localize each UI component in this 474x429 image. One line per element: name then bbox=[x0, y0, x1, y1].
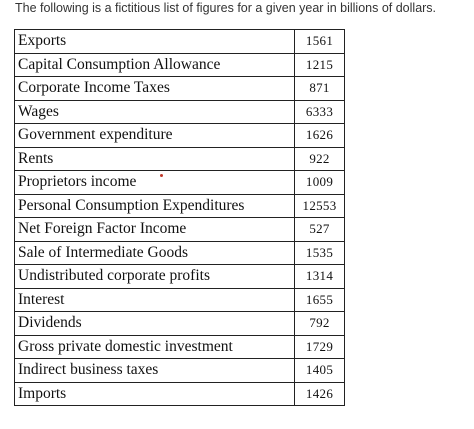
table-row: Proprietors income 1009 bbox=[13, 170, 345, 195]
caption-text: The following is a fictitious list of fi… bbox=[15, 1, 437, 15]
row-label: Capital Consumption Allowance bbox=[13, 52, 296, 77]
figures-table: Exports 1561 Capital Consumption Allowance… bbox=[13, 29, 345, 406]
row-value: 12553 bbox=[294, 193, 345, 218]
table-row: Government expenditure 1626 bbox=[13, 123, 345, 148]
row-label: Undistributed corporate profits bbox=[13, 264, 296, 289]
row-value: 1535 bbox=[294, 240, 345, 265]
row-label: Wages bbox=[13, 99, 296, 124]
row-value: 1729 bbox=[294, 334, 345, 359]
row-value: 792 bbox=[294, 311, 345, 336]
row-label: Personal Consumption Expenditures bbox=[13, 193, 296, 218]
row-label: Proprietors income bbox=[13, 170, 296, 195]
table-row: Rents 922 bbox=[13, 146, 345, 171]
row-label: Indirect business taxes bbox=[13, 358, 296, 383]
row-value: 6333 bbox=[294, 99, 345, 124]
row-label: Dividends bbox=[13, 311, 296, 336]
row-value: 1655 bbox=[294, 287, 345, 312]
table-row: Sale of Intermediate Goods 1535 bbox=[13, 240, 345, 265]
row-label: Corporate Income Taxes bbox=[13, 76, 296, 101]
row-value: 1215 bbox=[294, 52, 345, 77]
table-row: Dividends 792 bbox=[13, 311, 345, 336]
table-row: Personal Consumption Expenditures 12553 bbox=[13, 193, 345, 218]
row-label: Imports bbox=[13, 381, 296, 406]
table-row: Interest 1655 bbox=[13, 287, 345, 312]
stray-red-mark bbox=[160, 174, 163, 177]
row-label: Sale of Intermediate Goods bbox=[13, 240, 296, 265]
row-value: 1626 bbox=[294, 123, 345, 148]
row-value: 922 bbox=[294, 146, 345, 171]
row-label: Exports bbox=[13, 29, 296, 54]
table-row: Net Foreign Factor Income 527 bbox=[13, 217, 345, 242]
figures-table-body: Exports 1561 Capital Consumption Allowance… bbox=[13, 29, 345, 406]
row-value: 527 bbox=[294, 217, 345, 242]
row-label: Rents bbox=[13, 146, 296, 171]
row-label: Interest bbox=[13, 287, 296, 312]
row-value: 1426 bbox=[294, 381, 345, 406]
table-row: Gross private domestic investment 1729 bbox=[13, 334, 345, 359]
table-row: Undistributed corporate profits 1314 bbox=[13, 264, 345, 289]
table-row: Imports 1426 bbox=[13, 381, 345, 406]
row-value: 871 bbox=[294, 76, 345, 101]
row-value: 1561 bbox=[294, 29, 345, 54]
row-label: Government expenditure bbox=[13, 123, 296, 148]
row-value: 1009 bbox=[294, 170, 345, 195]
row-label: Net Foreign Factor Income bbox=[13, 217, 296, 242]
table-row: Capital Consumption Allowance 1215 bbox=[13, 52, 345, 77]
table-row: Indirect business taxes 1405 bbox=[13, 358, 345, 383]
table-row: Exports 1561 bbox=[13, 29, 345, 54]
row-label: Gross private domestic investment bbox=[13, 334, 296, 359]
table-row: Wages 6333 bbox=[13, 99, 345, 124]
table-row: Corporate Income Taxes 871 bbox=[13, 76, 345, 101]
row-value: 1314 bbox=[294, 264, 345, 289]
row-value: 1405 bbox=[294, 358, 345, 383]
